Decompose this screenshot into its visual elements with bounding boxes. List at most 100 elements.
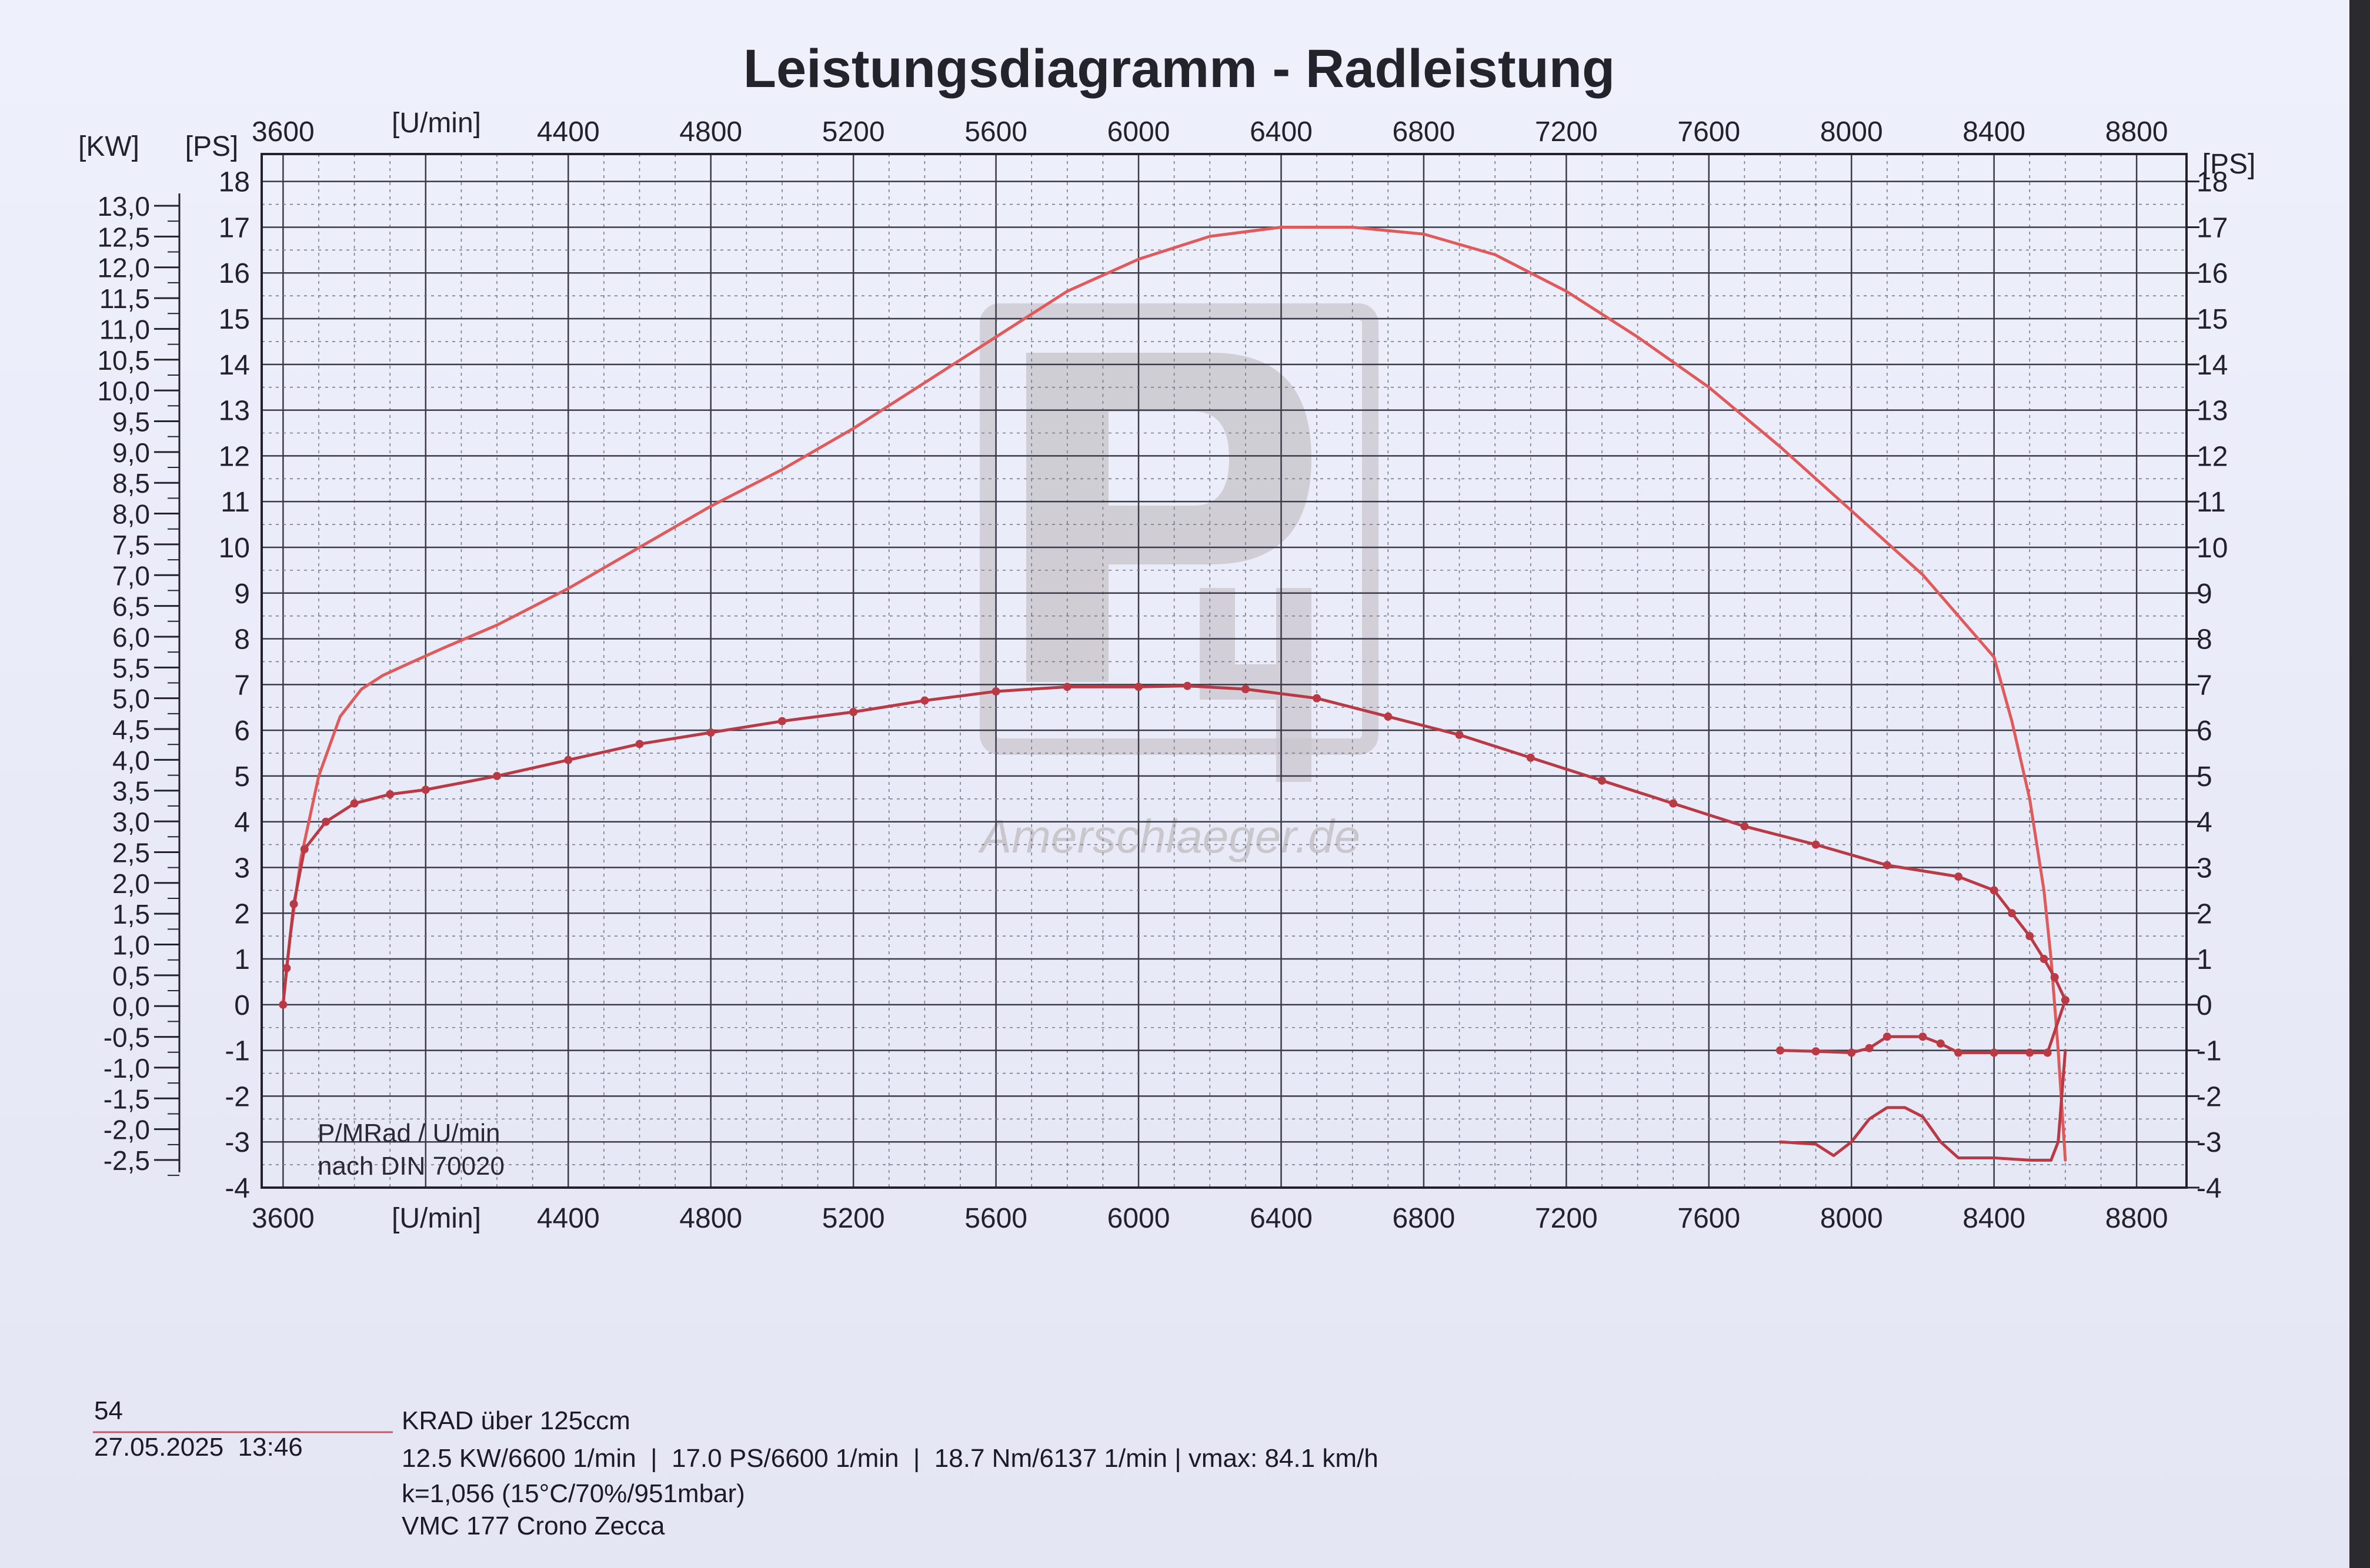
x-tick-label-bottom: 4400 [537,1203,600,1234]
ps-tick-label-left: 12 [219,441,250,472]
footer-results: 12.5 KW/6600 1/min | 17.0 PS/6600 1/min … [402,1444,1378,1473]
ps-tick-label-left: 11 [221,487,250,518]
series-point-mrad-verlust [1811,1047,1820,1056]
kw-tick-label: 2,5 [112,837,150,868]
ps-tick-label-right: 18 [2197,167,2228,198]
series-point-mrad [2050,973,2059,982]
ps-unit-label-right: [PS] [2202,149,2256,180]
series-point-mrad [1526,753,1535,762]
series-line-p [281,225,2067,1162]
x-tick-label-bottom: 7200 [1535,1203,1598,1234]
kw-tick-label: 2,0 [112,868,150,899]
series-point-mrad-verlust [1990,1048,1998,1057]
chart-title: Leistungsdiagramm - Radleistung [743,39,1615,99]
series-point-mrad [777,717,786,726]
series-point-mrad [1990,886,1998,895]
x-tick-label-top: 7600 [1677,116,1740,148]
series-point-mrad-verlust [2043,1048,2052,1057]
x-tick-label-bottom: 7600 [1677,1203,1740,1234]
x-tick-label-bottom: 8400 [1962,1203,2025,1234]
ps-tick-label-right: 15 [2197,304,2228,335]
kw-tick-label: 5,0 [112,684,150,714]
ps-tick-label-right: -1 [2197,1036,2222,1067]
kw-tick-label: 9,5 [112,406,150,437]
kw-tick-label: -0,5 [104,1022,150,1053]
x-tick-label-top: 8800 [2105,116,2168,148]
series-point-mrad [1134,683,1143,691]
ps-tick-label-right: -2 [2197,1081,2222,1112]
kw-tick-label: 11,5 [99,283,150,314]
kw-tick-label: -1,0 [104,1053,150,1084]
kw-unit-label: [KW] [78,131,139,162]
kw-tick-label: 1,0 [112,930,150,961]
x-tick-label-top: 6400 [1250,116,1313,148]
x-tick-label-top: 6000 [1107,116,1170,148]
footer-vehicle-class: KRAD über 125ccm [402,1406,630,1435]
x-tick-label-bottom: 3600 [252,1203,315,1234]
series-line-mrad [281,684,2067,1007]
ps-tick-label-left: 5 [234,761,250,793]
ps-tick-label-left: 15 [219,304,250,335]
series-point-mrad [2008,909,2017,918]
annotation-line-2: nach DIN 70020 [318,1152,505,1181]
series-point-mrad [2025,932,2034,941]
series-point-mrad-verlust [1936,1039,1945,1048]
ps-tick-label-left: 13 [219,396,250,427]
series-point-mrad [322,817,331,826]
x-tick-label-bottom: 4800 [679,1203,742,1234]
ps-tick-label-left: 0 [234,990,250,1021]
series-point-mrad [350,799,359,808]
kw-tick-label: -2,5 [104,1145,150,1176]
series-point-mrad [1313,694,1321,703]
x-tick-label-bottom: 6400 [1250,1203,1313,1234]
x-tick-label-top: 8000 [1820,116,1883,148]
x-tick-label-bottom: 6800 [1393,1203,1456,1234]
x-tick-label-top: 6800 [1393,116,1456,148]
series-point-mrad [1954,872,1963,881]
series-point-mrad [1597,776,1606,785]
series-point-mrad-verlust [1776,1046,1785,1055]
ps-tick-label-left: -1 [225,1036,250,1067]
kw-tick-label: 0,5 [112,961,150,991]
series-point-mrad-verlust [2025,1048,2034,1057]
kw-tick-label: 11,0 [99,314,150,345]
kw-tick-label: 7,5 [112,530,150,560]
series-point-mrad-verlust [1918,1032,1927,1041]
ps-tick-label-left: 10 [219,533,250,564]
ps-tick-label-left: 3 [234,852,250,884]
watermark-logo: Amerschlaeger.de [978,303,1378,862]
x-tick-label-top: 3600 [252,116,315,148]
kw-tick-label: 12,0 [97,253,150,283]
series-point-mrad [1811,840,1820,849]
ps-tick-label-left: 2 [234,898,250,930]
kw-tick-label: -1,5 [104,1084,150,1114]
ps-tick-label-left: 7 [234,670,250,701]
kw-tick-label: 9,0 [112,437,150,468]
series-point-mrad [1384,712,1393,721]
series-point-mrad [2039,955,2048,964]
series-point-mrad [279,1000,288,1009]
chart-grid [261,153,2188,1189]
series-line-p-verlust [1778,1049,2067,1162]
series-point-mrad [282,964,291,972]
footer-datetime: 27.05.2025 13:46 [94,1433,303,1462]
series-point-mrad-verlust [2061,996,2069,1005]
kw-tick-label: 7,0 [112,560,150,591]
chart-series [279,225,2069,1162]
kw-tick-label: 13,0 [97,191,150,222]
kw-tick-label: 3,0 [112,807,150,837]
kw-tick-label: 3,5 [112,776,150,807]
ps-unit-label-left: [PS] [185,131,239,162]
series-point-mrad [1455,730,1464,739]
series-point-mrad [920,696,929,705]
series-point-mrad-verlust [1847,1048,1856,1057]
series-point-mrad [1183,681,1192,690]
ps-tick-label-right: -4 [2197,1173,2222,1204]
ps-tick-label-left: -2 [225,1081,250,1112]
ps-tick-label-right: 9 [2197,579,2212,610]
kw-tick-label: 0,0 [112,991,150,1022]
ps-tick-label-left: 16 [219,258,250,289]
ps-tick-label-right: 10 [2197,533,2228,564]
ps-tick-label-right: 11 [2197,487,2226,518]
